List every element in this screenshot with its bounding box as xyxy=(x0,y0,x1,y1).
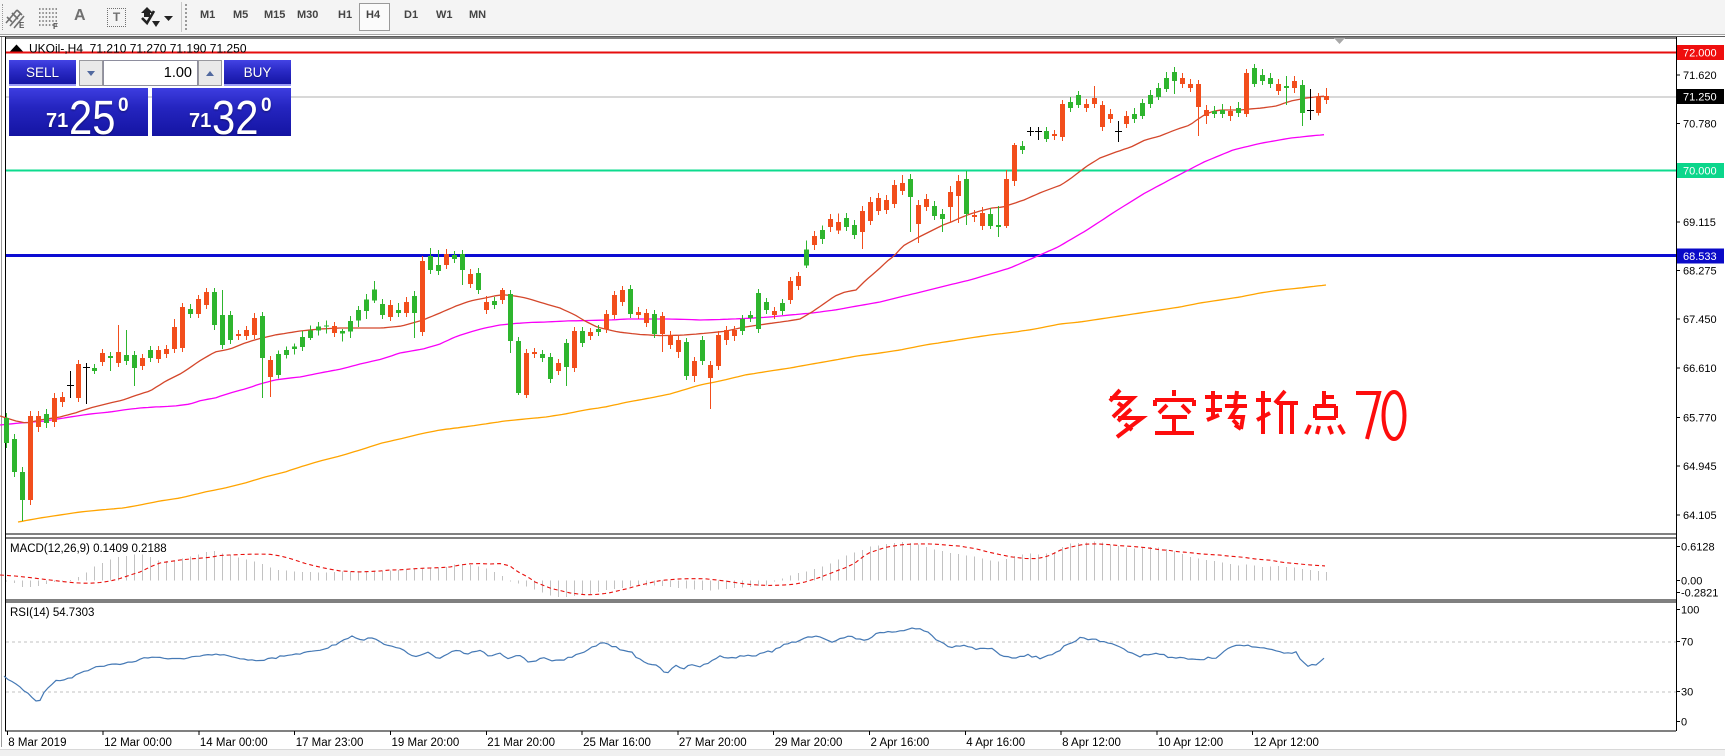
svg-text:70.780: 70.780 xyxy=(1683,119,1717,131)
svg-text:2 Apr 16:00: 2 Apr 16:00 xyxy=(871,737,930,749)
svg-text:0: 0 xyxy=(1681,717,1687,729)
svg-text:65.770: 65.770 xyxy=(1683,413,1717,425)
svg-text:-0.2821: -0.2821 xyxy=(1681,587,1718,599)
svg-text:17 Mar 23:00: 17 Mar 23:00 xyxy=(296,737,364,749)
svg-text:30: 30 xyxy=(1681,687,1693,699)
svg-text:68.533: 68.533 xyxy=(1683,251,1717,263)
svg-text:21 Mar 20:00: 21 Mar 20:00 xyxy=(487,737,555,749)
svg-text:0.00: 0.00 xyxy=(1681,576,1702,588)
svg-text:70.000: 70.000 xyxy=(1683,166,1717,178)
svg-text:8 Apr 12:00: 8 Apr 12:00 xyxy=(1062,737,1121,749)
svg-text:71.620: 71.620 xyxy=(1683,70,1717,82)
svg-text:4 Apr 16:00: 4 Apr 16:00 xyxy=(966,737,1025,749)
svg-text:68.275: 68.275 xyxy=(1683,266,1717,278)
svg-text:66.610: 66.610 xyxy=(1683,363,1717,375)
svg-text:12 Apr 12:00: 12 Apr 12:00 xyxy=(1254,737,1319,749)
svg-text:29 Mar 20:00: 29 Mar 20:00 xyxy=(775,737,843,749)
svg-text:UKOil-,H4 71.210 71.270 71.19: UKOil-,H4 71.210 71.270 71.190 71.250 xyxy=(29,42,247,56)
svg-text:72.000: 72.000 xyxy=(1683,48,1717,60)
svg-text:64.945: 64.945 xyxy=(1683,461,1717,473)
svg-text:27 Mar 20:00: 27 Mar 20:00 xyxy=(679,737,747,749)
svg-text:14 Mar 00:00: 14 Mar 00:00 xyxy=(200,737,268,749)
svg-text:25 Mar 16:00: 25 Mar 16:00 xyxy=(583,737,651,749)
svg-text:MACD(12,26,9) 0.1409 0.2188: MACD(12,26,9) 0.1409 0.2188 xyxy=(10,543,167,555)
svg-text:0.6128: 0.6128 xyxy=(1681,542,1715,554)
svg-text:12 Mar 00:00: 12 Mar 00:00 xyxy=(104,737,172,749)
svg-text:RSI(14) 54.7303: RSI(14) 54.7303 xyxy=(10,607,94,619)
svg-text:10 Apr 12:00: 10 Apr 12:00 xyxy=(1158,737,1223,749)
svg-text:69.115: 69.115 xyxy=(1683,217,1716,229)
svg-text:67.450: 67.450 xyxy=(1683,314,1717,326)
svg-text:8 Mar 2019: 8 Mar 2019 xyxy=(8,737,66,749)
svg-text:19 Mar 20:00: 19 Mar 20:00 xyxy=(392,737,460,749)
svg-text:E: E xyxy=(19,21,25,29)
svg-text:100: 100 xyxy=(1681,605,1699,617)
svg-text:F: F xyxy=(53,22,58,29)
svg-text:71.250: 71.250 xyxy=(1683,92,1717,104)
svg-text:64.105: 64.105 xyxy=(1683,510,1717,522)
svg-text:70: 70 xyxy=(1681,637,1693,649)
